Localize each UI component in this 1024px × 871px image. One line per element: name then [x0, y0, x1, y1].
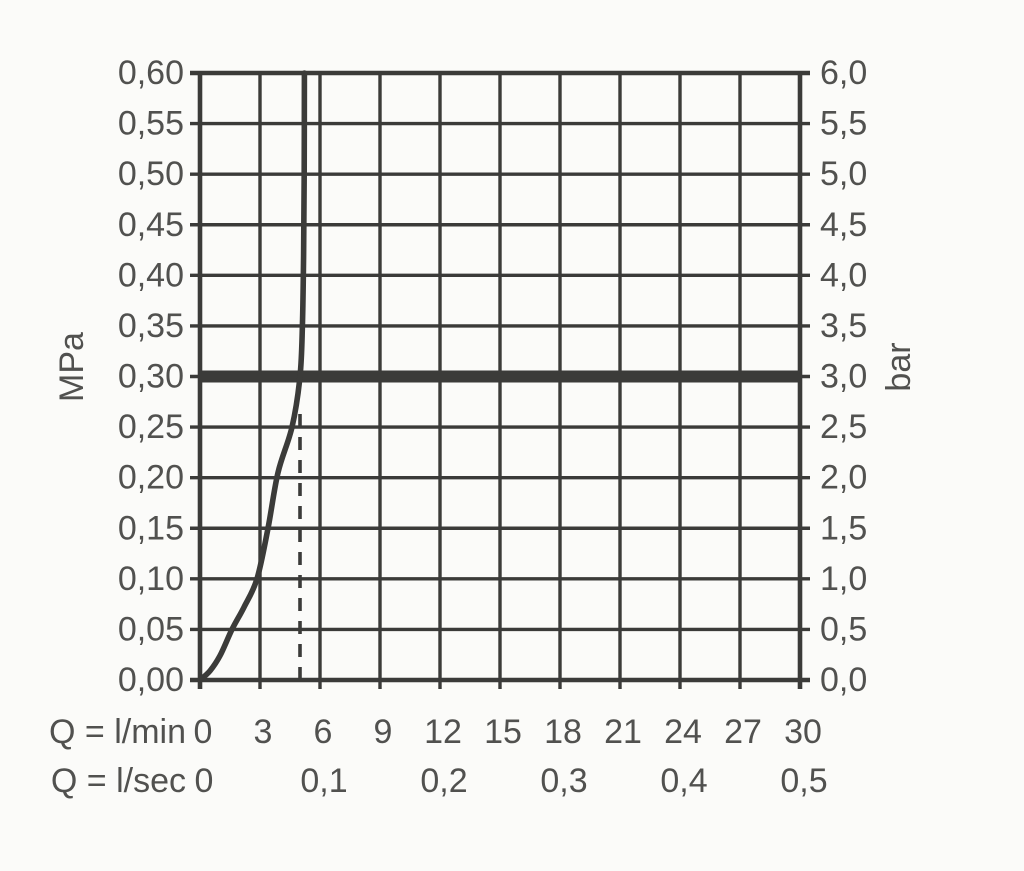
y-left-unit-label: MPa: [53, 332, 91, 402]
x-row2-axis-label: Q = l/sec: [51, 762, 186, 800]
y-left-tick-label: 0,40: [118, 256, 184, 294]
x-row2-tick-label: 0,1: [300, 762, 347, 800]
y-right-tick-label: 4,5: [820, 206, 867, 244]
y-right-tick-label: 0,0: [820, 661, 867, 699]
x-row2-tick-label: 0: [195, 762, 214, 800]
x-row1-tick-label: 18: [544, 713, 582, 751]
y-right-tick-label: 6,0: [820, 54, 867, 92]
x-row2-tick-label: 0,2: [420, 762, 467, 800]
x-row1-axis-label: Q = l/min: [49, 713, 186, 751]
y-right-tick-label: 4,0: [820, 256, 867, 294]
y-right-tick-label: 5,0: [820, 155, 867, 193]
flow-curve: [197, 70, 308, 683]
y-right-tick-label: 2,5: [820, 408, 867, 446]
x-row2-tick-label: 0,4: [660, 762, 707, 800]
y-right-tick-label: 3,0: [820, 358, 867, 396]
x-row1-tick-label: 3: [254, 713, 273, 751]
y-right-tick-label: 1,0: [820, 560, 867, 598]
y-left-tick-label: 0,30: [118, 358, 184, 396]
y-right-tick-label: 1,5: [820, 509, 867, 547]
y-right-tick-label: 3,5: [820, 307, 867, 345]
y-left-tick-label: 0,15: [118, 509, 184, 547]
x-row1-tick-label: 15: [484, 713, 522, 751]
y-left-tick-label: 0,60: [118, 54, 184, 92]
y-right-tick-label: 0,5: [820, 610, 867, 648]
y-right-tick-label: 5,5: [820, 105, 867, 143]
x-row1-tick-label: 30: [784, 713, 822, 751]
x-row1-tick-label: 9: [374, 713, 393, 751]
x-row1-tick-label: 21: [604, 713, 642, 751]
y-left-tick-label: 0,00: [118, 661, 184, 699]
x-row1-tick-label: 27: [724, 713, 762, 751]
y-right-unit-label: bar: [880, 342, 918, 391]
y-left-tick-label: 0,45: [118, 206, 184, 244]
y-left-tick-label: 0,25: [118, 408, 184, 446]
x-row1-tick-label: 12: [424, 713, 462, 751]
x-row1-tick-label: 0: [194, 713, 213, 751]
y-right-tick-label: 2,0: [820, 459, 867, 497]
y-left-tick-label: 0,50: [118, 155, 184, 193]
y-left-tick-label: 0,35: [118, 307, 184, 345]
y-left-tick-label: 0,55: [118, 105, 184, 143]
x-row2-tick-label: 0,3: [540, 762, 587, 800]
x-row1-tick-label: 6: [314, 713, 333, 751]
y-left-tick-label: 0,10: [118, 560, 184, 598]
y-left-tick-label: 0,20: [118, 459, 184, 497]
x-row2-tick-label: 0,5: [780, 762, 827, 800]
y-left-tick-label: 0,05: [118, 610, 184, 648]
x-row1-tick-label: 24: [664, 713, 702, 751]
